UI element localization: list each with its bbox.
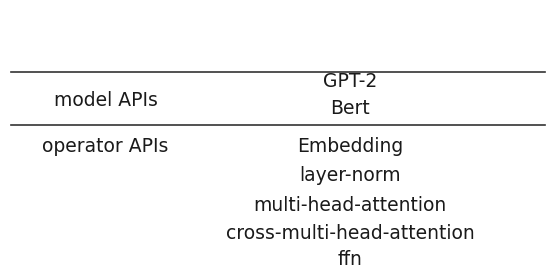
Text: Bert: Bert (330, 99, 370, 118)
Text: layer-norm: layer-norm (300, 166, 401, 185)
Text: Embedding: Embedding (297, 137, 404, 155)
Text: model APIs: model APIs (54, 91, 157, 110)
Text: ffn: ffn (338, 251, 363, 268)
Text: cross-multi-head-attention: cross-multi-head-attention (226, 224, 475, 243)
Text: GPT-2: GPT-2 (323, 72, 378, 91)
Text: operator APIs: operator APIs (42, 137, 169, 155)
Text: multi-head-attention: multi-head-attention (254, 196, 447, 214)
